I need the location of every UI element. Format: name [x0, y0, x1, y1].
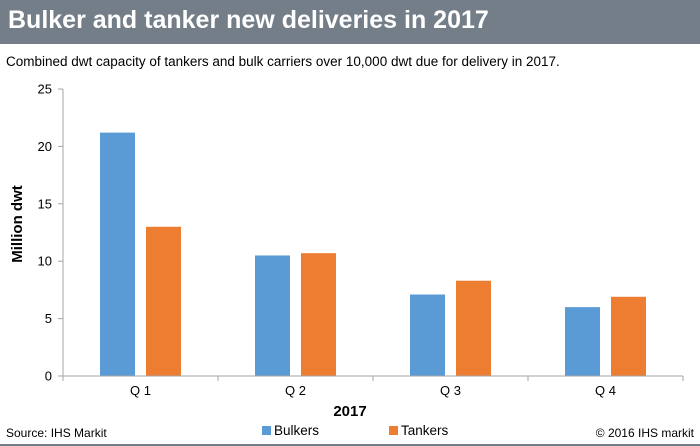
y-axis-ticks: 0 5 10 15 20 25	[38, 82, 63, 384]
x-tick-label: Q 1	[130, 383, 151, 398]
bar-bulkers-1	[100, 132, 135, 376]
x-tick-label: Q 2	[285, 383, 306, 398]
y-tick-label: 10	[38, 254, 52, 269]
bar-tankers-2	[301, 253, 336, 376]
bar-bulkers-4	[565, 307, 600, 376]
bar-bulkers-2	[255, 255, 290, 376]
bottom-rule	[0, 444, 700, 446]
y-tick-label: 15	[38, 196, 52, 211]
legend: Bulkers Tankers	[262, 423, 449, 438]
legend-swatch-tankers	[389, 426, 398, 435]
y-tick-label: 20	[38, 139, 52, 154]
x-tick-label: Q 4	[595, 383, 616, 398]
y-axis-label: Million dwt	[9, 185, 26, 262]
legend-swatch-bulkers	[262, 426, 271, 435]
copyright-note: © 2016 IHS markit	[595, 426, 694, 440]
y-tick-label: 5	[45, 311, 52, 326]
bar-tankers-1	[146, 226, 181, 376]
x-axis-label: 2017	[333, 403, 366, 420]
y-tick-label: 25	[38, 82, 52, 97]
legend-label-bulkers: Bulkers	[274, 423, 319, 438]
source-note: Source: IHS Markit	[6, 426, 107, 440]
page-title: Bulker and tanker new deliveries in 2017	[8, 6, 489, 34]
y-tick-label: 0	[45, 369, 52, 384]
bar-bulkers-3	[410, 294, 445, 376]
header-bar: Bulker and tanker new deliveries in 2017	[0, 0, 700, 44]
bar-tankers-4	[611, 296, 646, 376]
chart-subtitle: Combined dwt capacity of tankers and bul…	[6, 54, 560, 69]
bars	[100, 132, 646, 376]
legend-label-tankers: Tankers	[401, 423, 449, 438]
x-axis-ticks: Q 1 Q 2 Q 3 Q 4	[62, 376, 684, 398]
x-tick-label: Q 3	[440, 383, 461, 398]
bar-tankers-3	[456, 280, 491, 376]
